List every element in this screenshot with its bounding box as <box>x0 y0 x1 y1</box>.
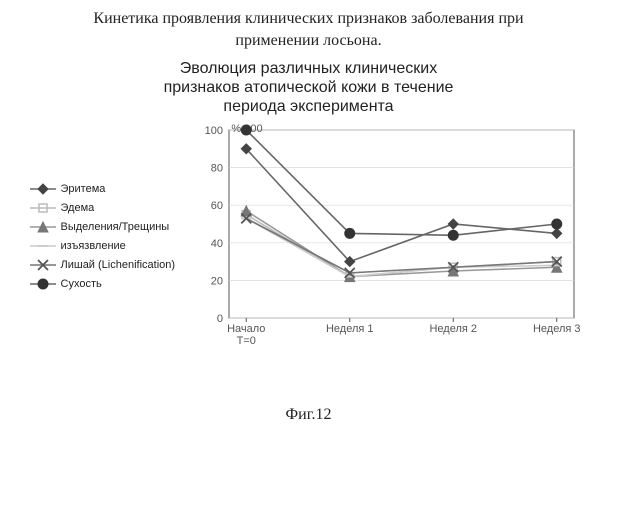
legend-item-2: Выделения/Трещины <box>29 219 179 235</box>
legend-marker-4 <box>29 258 57 272</box>
legend-label-3: изъязвление <box>61 240 126 252</box>
svg-text:Неделя 1: Неделя 1 <box>325 323 373 335</box>
legend-label-4: Лишай (Lichenification) <box>61 259 176 271</box>
svg-text:Начало: Начало <box>227 323 265 335</box>
svg-text:80: 80 <box>210 163 222 175</box>
figure-number: Фиг.12 <box>0 406 617 424</box>
caption-line2: применении лосьона. <box>235 32 381 49</box>
svg-text:20: 20 <box>210 276 222 288</box>
plot-svg: 0 20 40 60 80 100 НачалоТ=0 Неделя 1 Неделя 2 Нед… <box>184 120 584 390</box>
chart-title-l1: Эволюция различных клинических <box>180 60 437 77</box>
legend-item-5: Сухость <box>29 276 179 292</box>
chart-title-l2: признаков атопической кожи в течение <box>164 79 454 96</box>
legend-label-0: Эритема <box>61 183 106 195</box>
plot-area: 0 20 40 60 80 100 НачалоТ=0 Неделя 1 Неделя 2 Нед… <box>184 120 584 400</box>
svg-text:Т=0: Т=0 <box>236 335 255 347</box>
chart-title-l3: периода эксперимента <box>223 98 393 115</box>
legend-item-1: Эдема <box>29 200 179 216</box>
legend-item-3: изъязвление <box>29 238 179 254</box>
svg-text:60: 60 <box>210 201 222 213</box>
svg-text:Неделя 2: Неделя 2 <box>429 323 477 335</box>
legend-marker-2 <box>29 220 57 234</box>
chart-container: Эритема Эдема Выделения/Трещины изъязвление… <box>29 120 589 400</box>
legend-item-0: Эритема <box>29 181 179 197</box>
caption-line1: Кинетика проявления клинических признако… <box>93 10 523 27</box>
chart-title: Эволюция различных клинических признаков… <box>40 59 577 117</box>
legend-label-1: Эдема <box>61 202 95 214</box>
legend-item-4: Лишай (Lichenification) <box>29 257 179 273</box>
legend: Эритема Эдема Выделения/Трещины изъязвление… <box>29 178 179 295</box>
svg-text:100: 100 <box>204 125 222 137</box>
legend-marker-0 <box>29 182 57 196</box>
svg-text:Неделя 3: Неделя 3 <box>532 323 580 335</box>
svg-text:40: 40 <box>210 238 222 250</box>
svg-text:0: 0 <box>216 313 222 325</box>
legend-marker-1 <box>29 201 57 215</box>
legend-label-5: Сухость <box>61 278 102 290</box>
legend-label-2: Выделения/Трещины <box>61 221 170 233</box>
figure-caption: Кинетика проявления клинических признако… <box>20 8 597 53</box>
legend-marker-5 <box>29 277 57 291</box>
legend-marker-3 <box>29 239 57 253</box>
